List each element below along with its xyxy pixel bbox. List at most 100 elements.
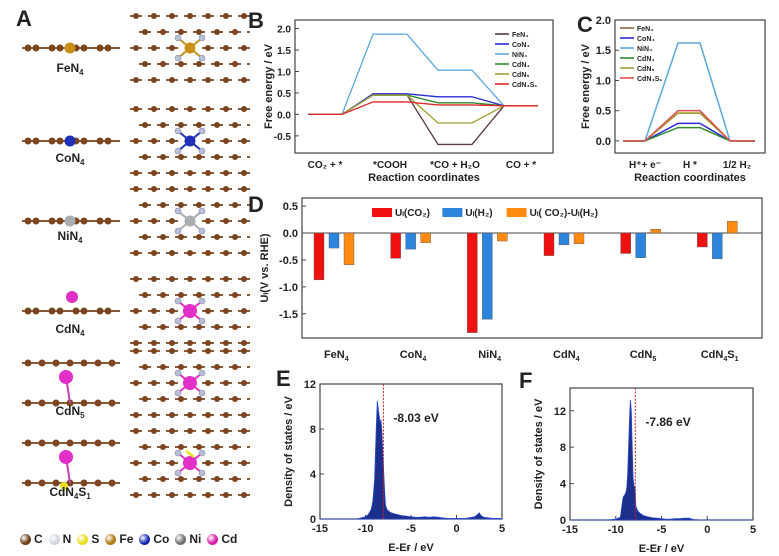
carbon-atom [133,340,139,346]
carbon-atom [214,202,220,208]
chart-b-co2rr-free-energy: 2.0 1.5 1.0 0.5 0.0 -0.5 Free energy / eV CO₂ +… [263,19,554,184]
carbon-atom [48,137,56,145]
carbon-atom [32,217,40,225]
metal-atom [184,135,196,147]
carbon-atom [187,170,193,176]
carbon-atom [142,234,148,240]
carbon-atom [72,307,80,315]
carbon-atom [241,45,247,51]
structure-label-cdn4: CdN4 [55,322,85,338]
carbon-atom [48,44,56,52]
bar-con4-2 [420,232,431,243]
carbon-atom [196,234,202,240]
top-view [130,428,250,498]
panel-label-f: F [519,368,533,393]
carbon-atom [108,479,116,487]
x-axis-label: Reaction coordinates [634,172,746,184]
series-line-1 [623,122,755,142]
legend-item-cd: Cd [207,532,237,546]
series-line-0 [308,94,538,146]
carbon-atom [24,44,32,52]
side-view [22,291,120,315]
carbon-atom [80,479,88,487]
nitrogen-atom [174,317,182,325]
carbon-atom [133,218,139,224]
carbon-atom [151,45,157,51]
carbon-atom [196,29,202,35]
carbon-atom [178,202,184,208]
y-tick-label: 8 [560,442,566,454]
nitrogen-atom [198,297,206,305]
series-line-5 [623,109,755,142]
carbon-atom [80,137,88,145]
top-view [130,348,250,418]
legend-label: Co [153,532,170,546]
structure-label-cdn5: CdN5 [55,404,85,420]
structure-label-fen4: FeN4 [56,61,84,77]
plot-frame [614,19,766,154]
carbon-atom [205,348,211,354]
side-view [22,135,120,147]
nitrogen-atom [174,54,182,62]
legend-item-s: S [77,532,99,546]
carbon-atom [223,460,229,466]
carbon-atom [38,359,46,367]
nitrogen-atom [198,317,206,325]
x-tick-label: *COOH [373,160,407,171]
carbon-atom [196,444,202,450]
carbon-atom [214,29,220,35]
structure-cdn4s1 [22,428,250,498]
carbon-atom [104,137,112,145]
carbon-atom [232,234,238,240]
carbon-atom [232,324,238,330]
carbon-atom [169,77,175,83]
legend-label: FeN₄ [512,32,529,39]
atom-ball-icon [139,533,151,545]
y-tick-label: 1.5 [277,46,291,57]
metal-atom [184,42,196,54]
carbon-atom [38,439,46,447]
nitrogen-atom [174,227,182,235]
carbon-atom [205,412,211,418]
carbon-atom [169,250,175,256]
y-tick-label: 0.5 [283,201,298,213]
carbon-atom [133,138,139,144]
y-tick-label: 4 [560,479,567,491]
carbon-atom [205,250,211,256]
x-tick-label: -10 [608,524,624,536]
legend-label: CdN₄ [637,56,655,63]
carbon-atom [160,61,166,67]
legend-label: N [62,532,72,546]
carbon-atom [205,77,211,83]
carbon-atom [133,77,139,83]
carbon-atom [178,364,184,370]
carbon-atom [160,154,166,160]
carbon-atom [178,122,184,128]
carbon-atom [223,412,229,418]
carbon-atom [24,217,32,225]
carbon-atom [178,154,184,160]
structure-label-con4: CoN4 [55,151,85,167]
structure-cdn4 [22,276,250,346]
carbon-atom [187,492,193,498]
carbon-atom [169,218,175,224]
carbon-atom [214,396,220,402]
legend-label: CdN₄S₁ [637,76,662,83]
y-tick-label: 8 [310,424,316,436]
carbon-atom [169,186,175,192]
carbon-atom [56,307,64,315]
y-tick-label: 0.5 [277,89,291,100]
carbon-atom [38,399,46,407]
carbon-atom [187,428,193,434]
carbon-atom [187,276,193,282]
series-line-5 [308,101,538,116]
legend-label: C [34,532,43,546]
carbon-atom [151,218,157,224]
carbon-atom [178,234,184,240]
carbon-atom [241,348,247,354]
carbon-atom [160,122,166,128]
y-tick-label: 1.0 [596,75,611,87]
carbon-atom [169,138,175,144]
bar-nin4-0 [467,232,478,333]
carbon-atom [94,399,102,407]
